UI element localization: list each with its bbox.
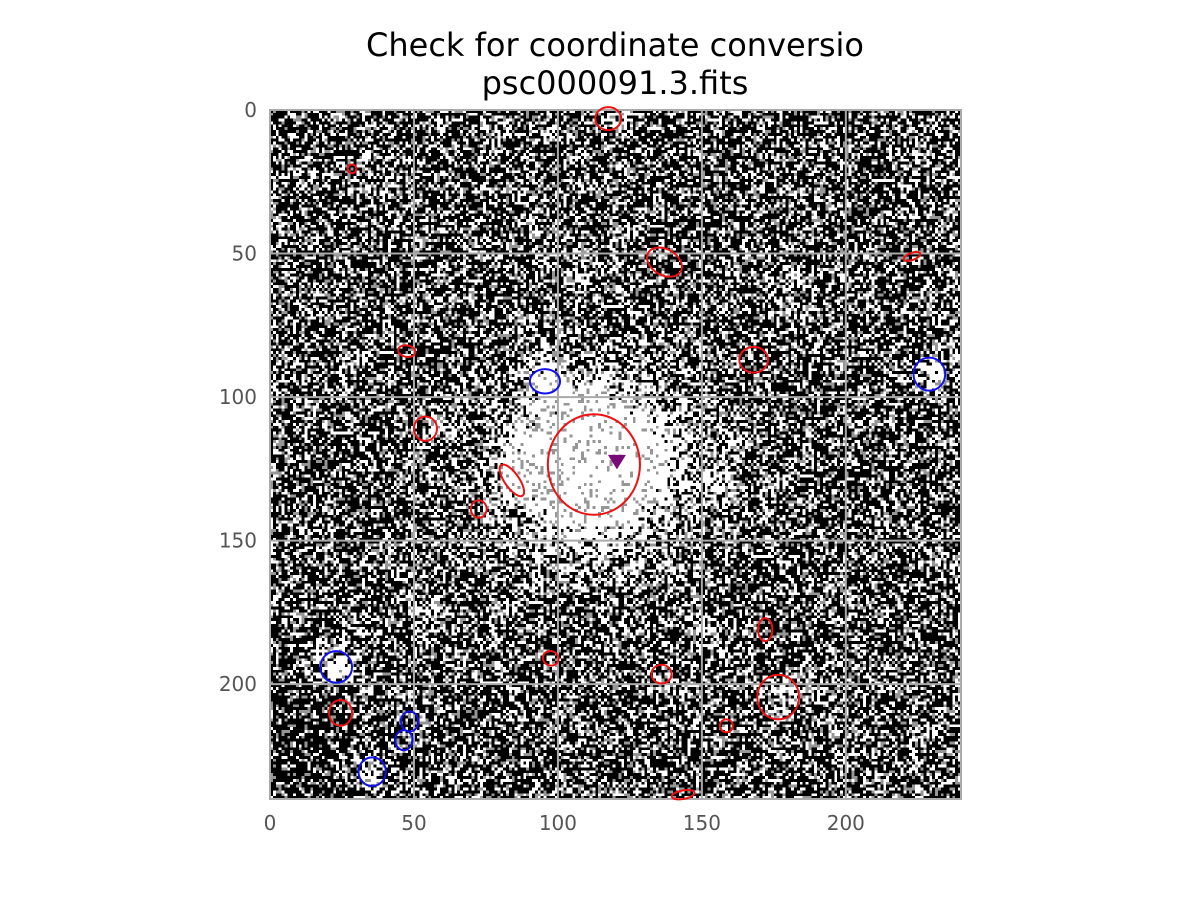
chart-title-line-1: Check for coordinate conversio <box>366 26 864 64</box>
red-aperture-ellipse <box>670 789 696 801</box>
y-tick-label: 150 <box>219 529 257 553</box>
fits-image <box>270 110 961 799</box>
red-aperture-ellipse <box>498 463 526 498</box>
red-aperture-ellipse <box>756 673 801 721</box>
blue-aperture-ellipse <box>912 356 947 392</box>
blue-aperture-ellipse <box>357 756 387 788</box>
y-tick-label: 0 <box>244 98 257 122</box>
red-aperture-ellipse <box>546 413 641 516</box>
chart-title: Check for coordinate conversio psc000091… <box>0 26 1200 102</box>
x-tick-label: 50 <box>401 811 426 835</box>
blue-aperture-ellipse <box>528 368 562 395</box>
x-tick-label: 150 <box>683 811 721 835</box>
x-tick-label: 200 <box>827 811 865 835</box>
y-tick-label: 100 <box>219 385 257 409</box>
chart-title-line-2: psc000091.3.fits <box>481 64 749 102</box>
red-aperture-ellipse <box>738 345 770 374</box>
x-tick-label: 100 <box>539 811 577 835</box>
ticks-layer: 0 50 100 150 200 0 50 100 150 200 <box>219 98 865 835</box>
y-tick-label: 200 <box>219 672 257 696</box>
red-aperture-ellipse <box>412 415 438 442</box>
x-tick-label: 0 <box>264 811 277 835</box>
red-aperture-ellipse <box>594 106 623 132</box>
grid-layer <box>270 110 961 799</box>
red-aperture-ellipse <box>328 698 354 727</box>
red-aperture-ellipse <box>397 344 417 358</box>
red-aperture-ellipse <box>469 499 488 519</box>
red-aperture-ellipse <box>902 250 922 262</box>
blue-aperture-ellipse <box>319 650 354 684</box>
marks-layer <box>319 106 947 801</box>
triangle-down-marker <box>607 454 626 470</box>
red-aperture-ellipse <box>650 663 673 685</box>
y-tick-label: 50 <box>232 242 257 266</box>
blue-aperture-ellipse <box>394 729 414 752</box>
red-aperture-ellipse <box>346 163 358 175</box>
red-aperture-ellipse <box>541 650 560 667</box>
red-aperture-ellipse <box>718 718 734 734</box>
red-aperture-ellipse <box>645 246 683 278</box>
red-aperture-ellipse <box>757 617 774 643</box>
